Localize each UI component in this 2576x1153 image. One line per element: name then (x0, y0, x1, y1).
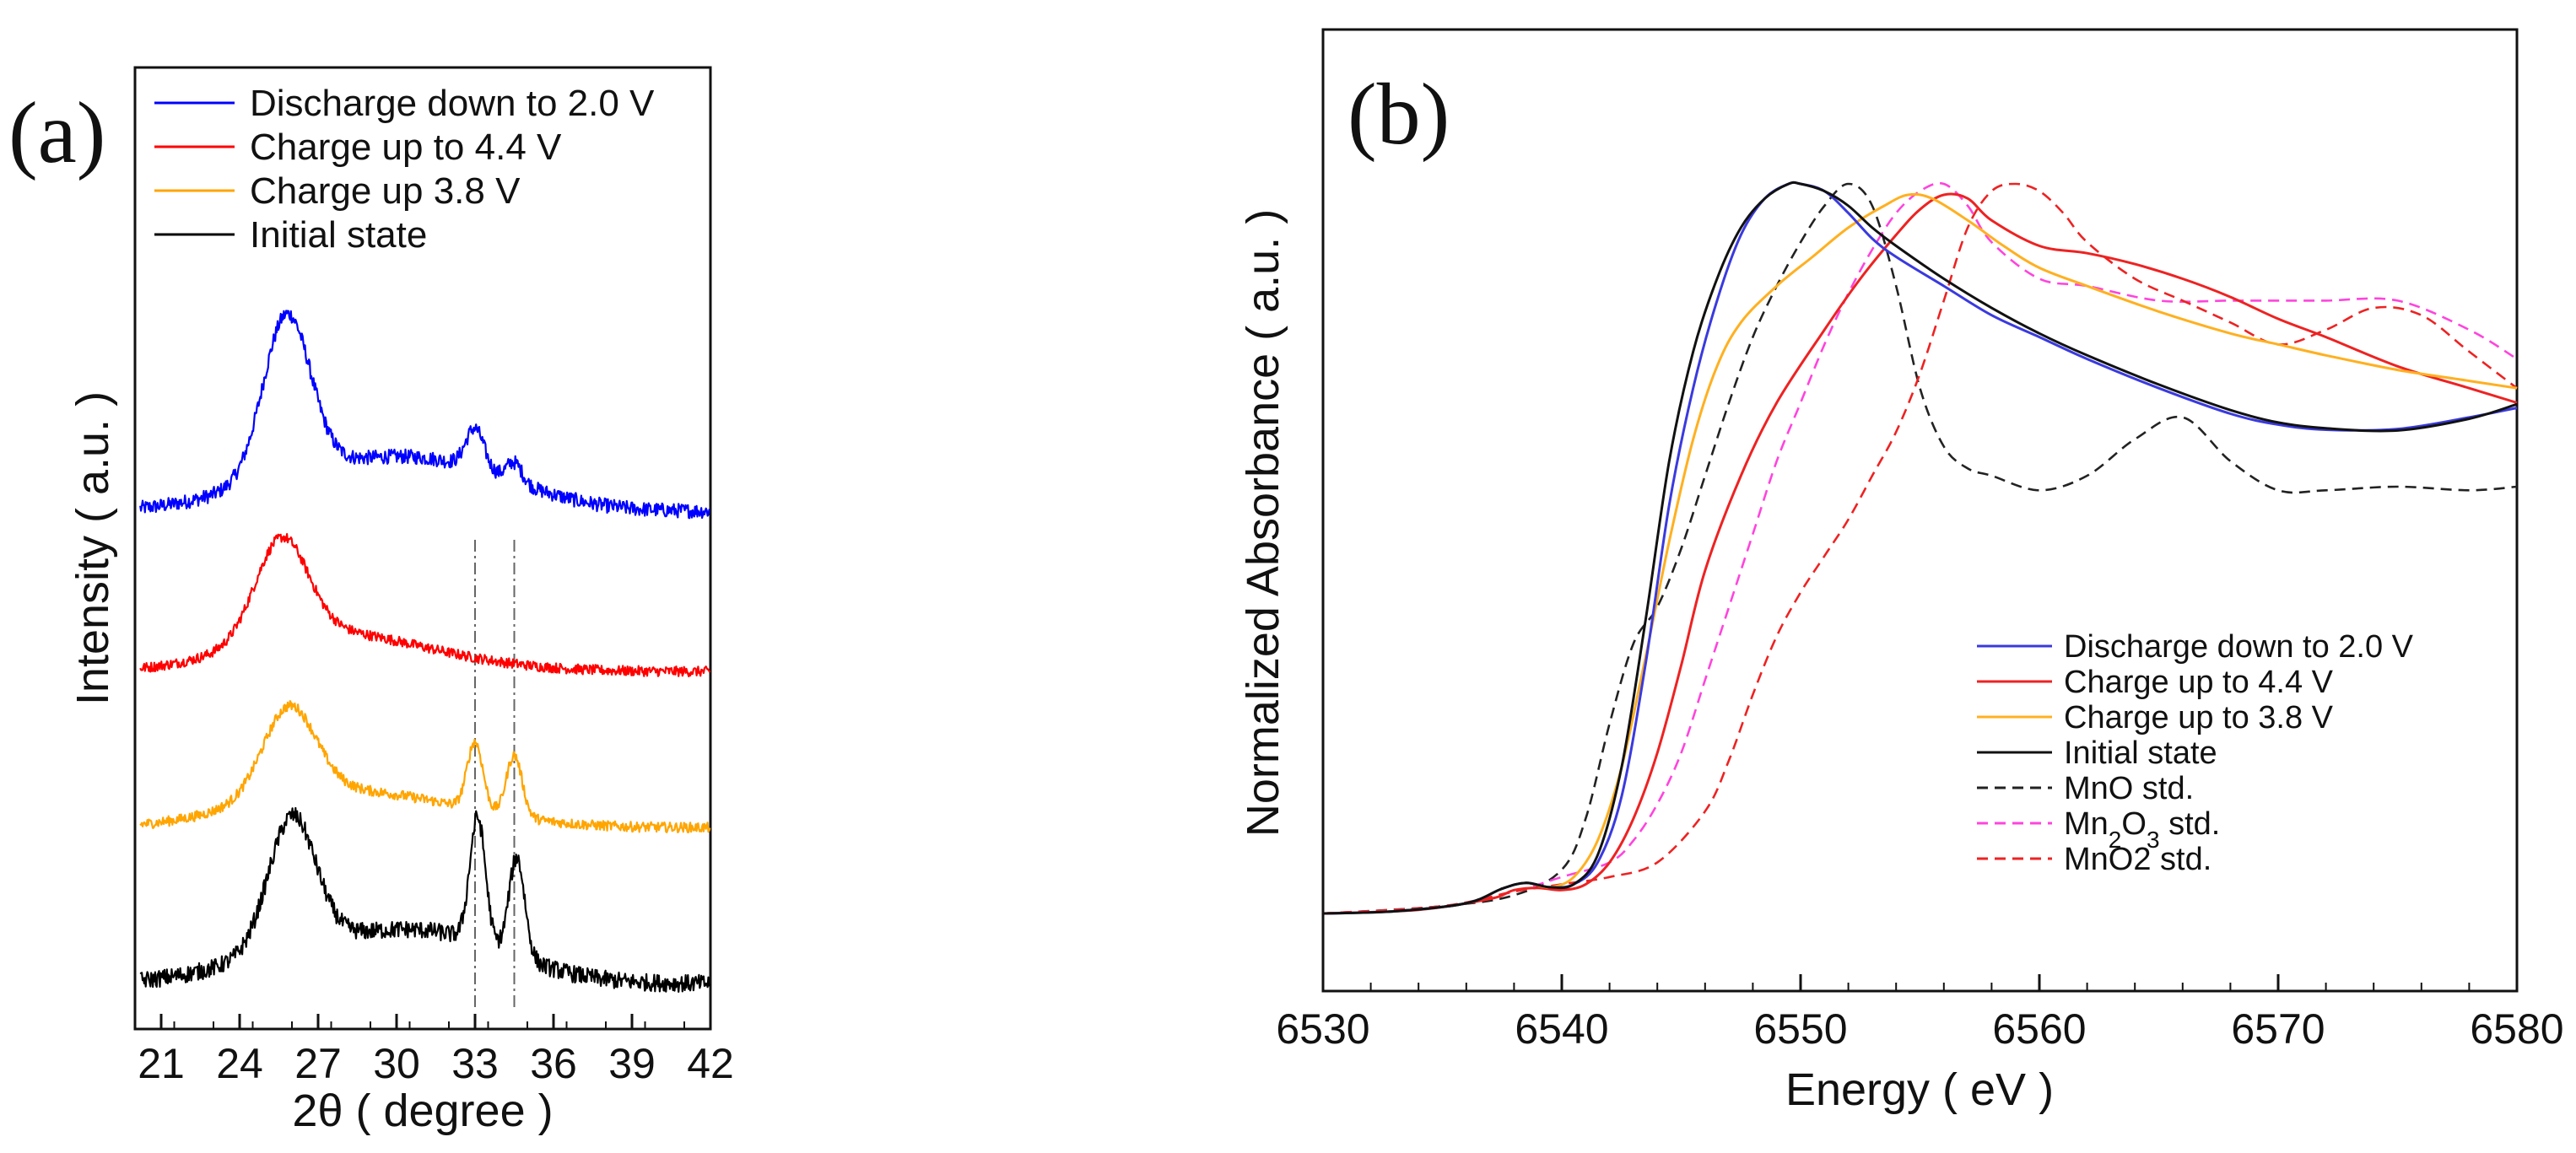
panel-b-x-ticks: 6530 6540 6550 6560 6570 6580 (1276, 974, 2564, 1053)
legend-a-label-discharge-down-to-2-0-v: Discharge down to 2.0 V (250, 83, 655, 124)
panel-a-series-group (139, 310, 711, 993)
legend-b-label-charge-up-to-4-4-v: Charge up to 4.4 V (2064, 665, 2334, 700)
panel-a-label: (a) (8, 84, 105, 181)
legend-b-label-mno-std: MnO std. (2064, 771, 2194, 806)
series-a-charge-up-to-4-4-v (139, 533, 711, 677)
legend-b-label-discharge-down-to-2-0-v: Discharge down to 2.0 V (2064, 629, 2414, 665)
panel-b-xanes-chart: (b) 6530 6540 6550 6560 6570 6580 Energy ( eV… (1238, 28, 2564, 1115)
x-tick-label-b: 6530 (1276, 1005, 1369, 1053)
series-a-charge-up-3-8-v (139, 700, 711, 834)
series-b-mno2-std (1322, 182, 2518, 915)
legend-b-label-mno2-std: MnO2 std. (2064, 842, 2211, 877)
x-tick-label-a: 36 (530, 1040, 577, 1087)
x-tick-label-a: 27 (294, 1040, 342, 1087)
panel-a-y-axis-title: Intensity ( a.u. ) (68, 391, 118, 705)
series-b-charge-up-to-3-8-v (1322, 192, 2518, 915)
legend-b-label-mn2o3-std: Mn2O3 std. (2064, 806, 2220, 853)
panel-b-y-axis-title: Normalized Absorbance ( a.u. ) (1238, 209, 1288, 837)
panel-b-series-group (1322, 180, 2518, 915)
x-tick-label-a: 21 (138, 1040, 185, 1087)
x-tick-label-a: 39 (608, 1040, 656, 1087)
panel-a-reference-lines (474, 540, 516, 1008)
legend-a-label-charge-up-3-8-v: Charge up 3.8 V (250, 170, 521, 212)
series-b-initial-state (1322, 180, 2518, 915)
x-tick-label-b: 6580 (2470, 1005, 2563, 1053)
x-tick-label-a: 33 (451, 1040, 499, 1087)
x-tick-label-b: 6570 (2231, 1005, 2325, 1053)
x-tick-label-a: 30 (373, 1040, 420, 1087)
series-b-charge-up-to-4-4-v (1322, 192, 2518, 915)
panel-b-label: (b) (1347, 66, 1450, 163)
panel-b-plot-frame (1321, 28, 2519, 993)
x-tick-label-b: 6560 (1992, 1005, 2086, 1053)
x-tick-label-b: 6540 (1515, 1005, 1608, 1053)
series-b-mno-std (1322, 182, 2518, 915)
x-tick-label-b: 6550 (1753, 1005, 1847, 1053)
legend-b-label-initial-state: Initial state (2064, 735, 2217, 771)
series-b-discharge-down-to-2-0-v (1322, 180, 2518, 915)
legend-a-label-initial-state: Initial state (250, 214, 427, 256)
legend-a-label-charge-up-to-4-4-v: Charge up to 4.4 V (250, 127, 562, 168)
panel-a-x-ticks: 21 24 27 30 33 36 39 42 (134, 1014, 734, 1087)
panel-b-x-axis-title: Energy ( eV ) (1785, 1064, 2054, 1115)
series-a-discharge-down-to-2-0-v (139, 310, 710, 520)
series-b-mn2o3-std (1322, 182, 2518, 915)
panel-a-plot-frame (133, 66, 712, 1031)
legend-b-label-charge-up-to-3-8-v: Charge up to 3.8 V (2064, 700, 2334, 735)
x-tick-label-a: 42 (687, 1040, 734, 1087)
panel-a-x-axis-title: 2θ ( degree ) (292, 1086, 553, 1136)
x-tick-label-a: 24 (216, 1040, 263, 1087)
panel-a-xrd-chart: (a) 21 24 27 30 33 36 39 42 2θ ( degree ) Inten… (8, 66, 734, 1136)
series-a-initial-state (139, 806, 711, 993)
